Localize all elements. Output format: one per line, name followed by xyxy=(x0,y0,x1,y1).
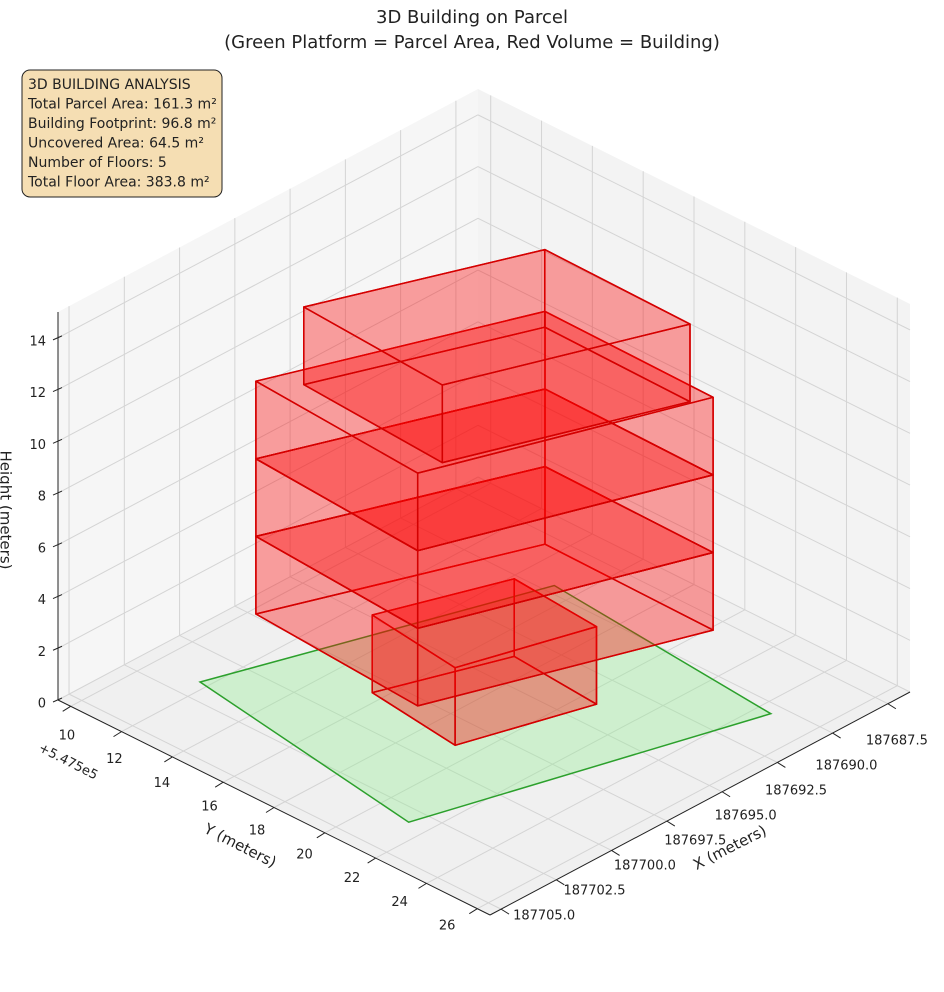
z-tick-label: 0 xyxy=(38,697,46,712)
y-tick xyxy=(113,731,122,738)
y-tick-label: 16 xyxy=(201,800,218,815)
z-tick xyxy=(52,542,63,548)
y-tick-label: 22 xyxy=(344,871,361,886)
info-box xyxy=(21,69,223,198)
grid-line xyxy=(57,166,479,391)
y-tick-label: 24 xyxy=(391,895,408,910)
left-pane xyxy=(58,89,478,700)
grid-line xyxy=(57,476,479,701)
x-tick-label: 187705.0 xyxy=(513,909,575,924)
x-tick-label: 187687.5 xyxy=(866,734,928,749)
floor-top xyxy=(255,310,714,474)
y-tick xyxy=(214,781,224,788)
grid-line xyxy=(477,424,911,641)
x-axis xyxy=(489,691,911,916)
z-tick xyxy=(52,594,63,599)
z-tick xyxy=(52,645,63,651)
z-tick xyxy=(52,490,63,496)
y-tick xyxy=(62,705,71,712)
grid-line xyxy=(172,533,593,758)
grid-line xyxy=(477,321,911,538)
z-tick-label: 12 xyxy=(29,386,46,401)
y-axis-label: Y (meters) xyxy=(200,819,279,871)
x-tick-label: 187702.5 xyxy=(563,884,625,899)
z-tick-label: 10 xyxy=(29,438,46,453)
grid-line xyxy=(477,166,911,383)
grid-line xyxy=(324,609,746,834)
grid-line xyxy=(57,373,479,597)
grid-line xyxy=(375,634,796,859)
x-tick-label: 187695.0 xyxy=(715,809,777,824)
grid-line xyxy=(57,217,479,442)
grid-line xyxy=(57,424,479,649)
x-tick xyxy=(556,879,565,886)
y-tick-label: 20 xyxy=(296,847,313,862)
grid-line xyxy=(273,584,695,808)
grid-line xyxy=(57,269,479,494)
x-tick-label: 187690.0 xyxy=(815,759,877,774)
y-tick xyxy=(469,908,478,915)
grid-line xyxy=(477,476,911,693)
x-tick-label: 187697.5 xyxy=(664,834,726,849)
z-tick-label: 6 xyxy=(38,541,46,556)
x-tick xyxy=(887,703,897,710)
grid-line xyxy=(477,685,898,910)
z-tick-label: 2 xyxy=(38,645,46,660)
z-tick-label: 14 xyxy=(29,334,46,349)
z-tick-label: 8 xyxy=(38,490,46,505)
y-tick-label: 10 xyxy=(59,728,76,743)
grid-line xyxy=(477,114,911,331)
z-tick xyxy=(52,335,63,341)
grid-line xyxy=(477,217,911,434)
floor-top xyxy=(371,578,598,669)
z-tick xyxy=(52,387,63,393)
y-tick xyxy=(164,756,173,763)
grid-line xyxy=(121,508,542,733)
z-tick xyxy=(52,697,63,703)
x-tick-label: 187700.0 xyxy=(614,859,676,874)
y-tick xyxy=(367,857,376,864)
grid-line xyxy=(477,269,911,486)
grid-line xyxy=(57,114,479,339)
x-tick xyxy=(777,761,786,768)
x-tick xyxy=(666,820,676,827)
chart-subtitle: (Green Platform = Parcel Area, Red Volum… xyxy=(224,32,720,53)
grid-line xyxy=(57,321,479,546)
z-tick-label: 4 xyxy=(38,593,46,608)
info-line: Building Footprint: 96.8 m² xyxy=(28,116,216,132)
grid-line xyxy=(426,659,847,884)
info-line: Total Floor Area: 383.8 m² xyxy=(27,175,210,191)
x-tick-label: 187692.5 xyxy=(765,784,827,799)
y-tick xyxy=(265,807,275,813)
grid-line xyxy=(70,482,491,707)
info-line: 3D BUILDING ANALYSIS xyxy=(28,77,191,93)
x-tick xyxy=(611,850,620,856)
x-tick xyxy=(832,732,841,739)
info-line: Number of Floors: 5 xyxy=(28,155,167,171)
grid-line xyxy=(477,373,911,589)
floor-top xyxy=(303,248,691,386)
info-line: Total Parcel Area: 161.3 m² xyxy=(27,97,217,113)
y-tick-label: 26 xyxy=(439,919,456,934)
y-tick xyxy=(418,882,427,889)
chart-title: 3D Building on Parcel xyxy=(376,7,568,28)
x-tick xyxy=(500,908,510,915)
y-tick-label: 14 xyxy=(154,776,171,791)
z-tick xyxy=(52,438,63,444)
y-tick-label: 12 xyxy=(106,752,123,767)
info-line: Uncovered Area: 64.5 m² xyxy=(28,136,204,152)
x-tick xyxy=(721,791,731,798)
z-axis-label: Height (meters) xyxy=(0,451,15,570)
parcel xyxy=(198,584,773,824)
y-tick xyxy=(316,832,326,839)
y-offset-label: +5.475e5 xyxy=(36,741,100,784)
y-tick-label: 18 xyxy=(249,824,266,839)
